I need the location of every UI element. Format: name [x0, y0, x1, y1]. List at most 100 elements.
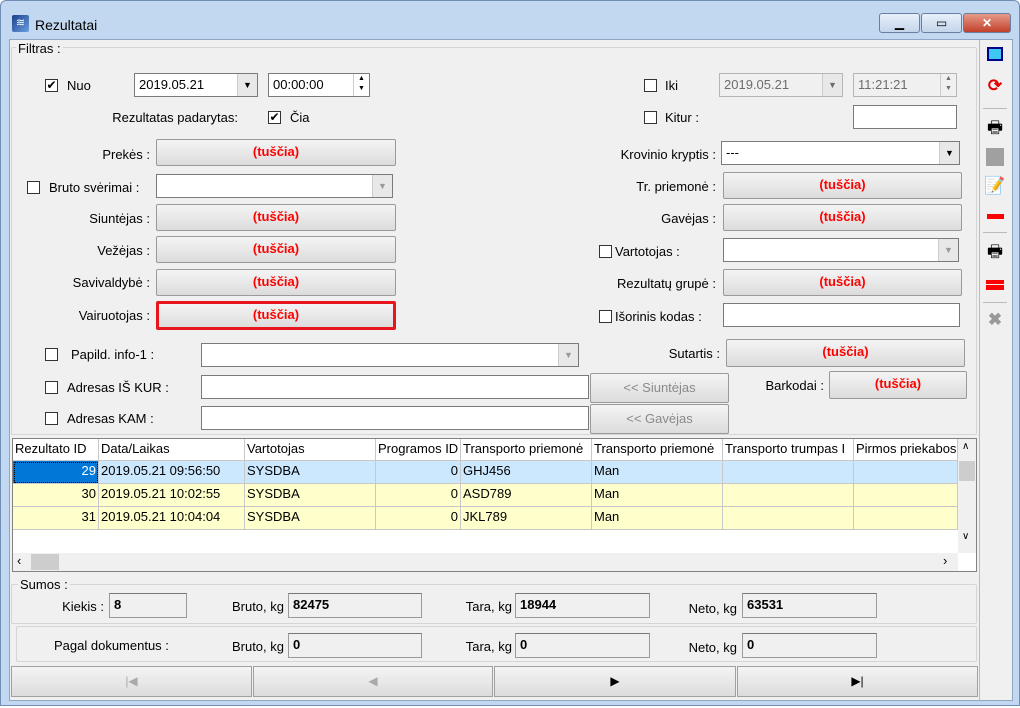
table-cell[interactable]: 0 — [376, 507, 461, 530]
addr-to-input[interactable] — [201, 406, 589, 430]
driver-button[interactable]: (tuščia) — [156, 301, 396, 330]
table-cell[interactable] — [854, 507, 958, 530]
v-scroll-thumb[interactable] — [959, 461, 975, 481]
contract-button[interactable]: (tuščia) — [726, 339, 965, 367]
sender-button[interactable]: (tuščia) — [156, 204, 396, 231]
table-cell[interactable] — [854, 461, 958, 484]
column-header[interactable]: Transporto priemonė — [592, 439, 723, 461]
spin-icon[interactable]: ▲ ▼ — [940, 74, 956, 96]
result-group-button[interactable]: (tuščia) — [723, 269, 962, 296]
sender-copy-button[interactable]: << Siuntėjas — [590, 373, 729, 403]
carrier-button[interactable]: (tuščia) — [156, 236, 396, 263]
extra-info-combo[interactable]: ▼ — [201, 343, 579, 367]
table-cell[interactable]: SYSDBA — [245, 484, 376, 507]
receiver-button[interactable]: (tuščia) — [723, 204, 962, 231]
dropdown-arrow-icon[interactable]: ▼ — [939, 142, 959, 164]
table-cell[interactable]: SYSDBA — [245, 507, 376, 530]
next-record-button[interactable]: ▶ — [494, 666, 736, 697]
goods-button[interactable]: (tuščia) — [156, 139, 396, 166]
horizontal-scrollbar[interactable]: ‹ › — [13, 553, 958, 571]
table-cell[interactable] — [723, 461, 854, 484]
user-checkbox[interactable] — [599, 245, 612, 258]
table-cell[interactable] — [723, 484, 854, 507]
table-cell[interactable]: 30 — [13, 484, 99, 507]
addr-from-input[interactable] — [201, 375, 589, 399]
table-cell[interactable] — [854, 484, 958, 507]
user-combo[interactable]: ▼ — [723, 238, 959, 262]
dropdown-arrow-icon[interactable]: ▼ — [558, 344, 578, 366]
table-cell[interactable]: 2019.05.21 10:04:04 — [99, 507, 245, 530]
column-header[interactable]: Transporto priemonė — [461, 439, 592, 461]
direction-combo[interactable]: --- ▼ — [721, 141, 960, 165]
last-record-button[interactable]: ▶| — [737, 666, 978, 697]
scroll-right-icon[interactable]: › — [943, 553, 948, 568]
maximize-button[interactable]: ▭ — [921, 13, 962, 33]
scroll-down-icon[interactable]: ∨ — [962, 531, 970, 542]
column-header[interactable]: Data/Laikas — [99, 439, 245, 461]
addr-from-checkbox[interactable] — [45, 381, 58, 394]
results-table[interactable]: ‹ › ∧ ∨ Rezultato ID Data/Laikas Vartotoja… — [12, 438, 977, 572]
table-cell[interactable] — [723, 507, 854, 530]
gross-combo[interactable]: ▼ — [156, 174, 393, 198]
from-checkbox[interactable]: ✔ — [45, 78, 58, 92]
barcodes-button[interactable]: (tuščia) — [829, 371, 967, 399]
column-header[interactable]: Pirmos priekabos — [854, 439, 958, 461]
vertical-scrollbar[interactable]: ∧ ∨ — [958, 439, 976, 553]
table-cell[interactable]: ASD789 — [461, 484, 592, 507]
table-cell[interactable]: Man — [592, 484, 723, 507]
from-date-picker[interactable]: 2019.05.21 ▼ — [134, 73, 258, 97]
edit-document-icon[interactable]: 📝 — [984, 176, 1006, 195]
dropdown-arrow-icon[interactable]: ▼ — [938, 239, 958, 261]
dropdown-arrow-icon[interactable]: ▼ — [237, 74, 257, 96]
here-checkbox[interactable]: ✔ — [268, 110, 281, 124]
table-cell[interactable]: 2019.05.21 09:56:50 — [99, 461, 245, 484]
column-header[interactable]: Vartotojas — [245, 439, 376, 461]
table-cell[interactable]: GHJ456 — [461, 461, 592, 484]
table-cell[interactable]: Man — [592, 461, 723, 484]
scroll-up-icon[interactable]: ∧ — [962, 441, 970, 452]
minimize-button[interactable]: ▁ — [879, 13, 920, 33]
refresh-icon[interactable]: ⟳ — [987, 76, 1003, 95]
column-header[interactable]: Programos ID — [376, 439, 461, 461]
to-checkbox[interactable] — [644, 79, 657, 92]
table-cell[interactable]: 2019.05.21 10:02:55 — [99, 484, 245, 507]
table-cell[interactable]: 29 — [13, 461, 99, 484]
elsewhere-input[interactable] — [853, 105, 957, 129]
delete-all-icon[interactable] — [982, 272, 1008, 296]
disabled-icon[interactable] — [982, 144, 1008, 168]
first-record-button[interactable]: |◀ — [11, 666, 252, 697]
addr-to-checkbox[interactable] — [45, 412, 58, 425]
to-time-input[interactable]: 11:21:21 ▲ ▼ — [853, 73, 957, 97]
from-time-input[interactable]: 00:00:00 ▲ ▼ — [268, 73, 370, 97]
vehicle-button[interactable]: (tuščia) — [723, 172, 962, 199]
prev-record-button[interactable]: ◀ — [253, 666, 493, 697]
elsewhere-checkbox[interactable] — [644, 111, 657, 124]
print-icon[interactable]: 🖶 — [986, 242, 1004, 261]
table-cell[interactable]: JKL789 — [461, 507, 592, 530]
scroll-left-icon[interactable]: ‹ — [17, 553, 22, 568]
maximize-view-icon[interactable] — [982, 44, 1008, 68]
receiver-copy-button[interactable]: << Gavėjas — [590, 404, 729, 434]
column-header[interactable]: Transporto trumpas I — [723, 439, 854, 461]
table-cell[interactable]: Man — [592, 507, 723, 530]
close-button[interactable]: ✕ — [963, 13, 1011, 33]
table-cell[interactable]: 0 — [376, 484, 461, 507]
dropdown-arrow-icon[interactable]: ▼ — [372, 175, 392, 197]
ext-code-checkbox[interactable] — [599, 310, 612, 323]
table-cell[interactable]: 31 — [13, 507, 99, 530]
ext-code-input[interactable] — [723, 303, 960, 327]
to-date-picker[interactable]: 2019.05.21 ▼ — [719, 73, 843, 97]
extra-info-checkbox[interactable] — [45, 348, 58, 361]
title-bar[interactable]: ≋ Rezultatai ▁ ▭ ✕ — [1, 1, 1019, 39]
municipality-button[interactable]: (tuščia) — [156, 269, 396, 296]
gross-checkbox[interactable] — [27, 181, 40, 194]
delete-icon[interactable] — [982, 204, 1008, 228]
table-cell[interactable]: 0 — [376, 461, 461, 484]
spin-icon[interactable]: ▲ ▼ — [353, 74, 369, 96]
column-header[interactable]: Rezultato ID — [13, 439, 99, 461]
h-scroll-thumb[interactable] — [31, 554, 59, 570]
cancel-icon[interactable]: ✖ — [987, 310, 1003, 329]
table-cell[interactable]: SYSDBA — [245, 461, 376, 484]
print-preview-icon[interactable]: 🖶 — [986, 118, 1004, 137]
dropdown-arrow-icon[interactable]: ▼ — [822, 74, 842, 96]
